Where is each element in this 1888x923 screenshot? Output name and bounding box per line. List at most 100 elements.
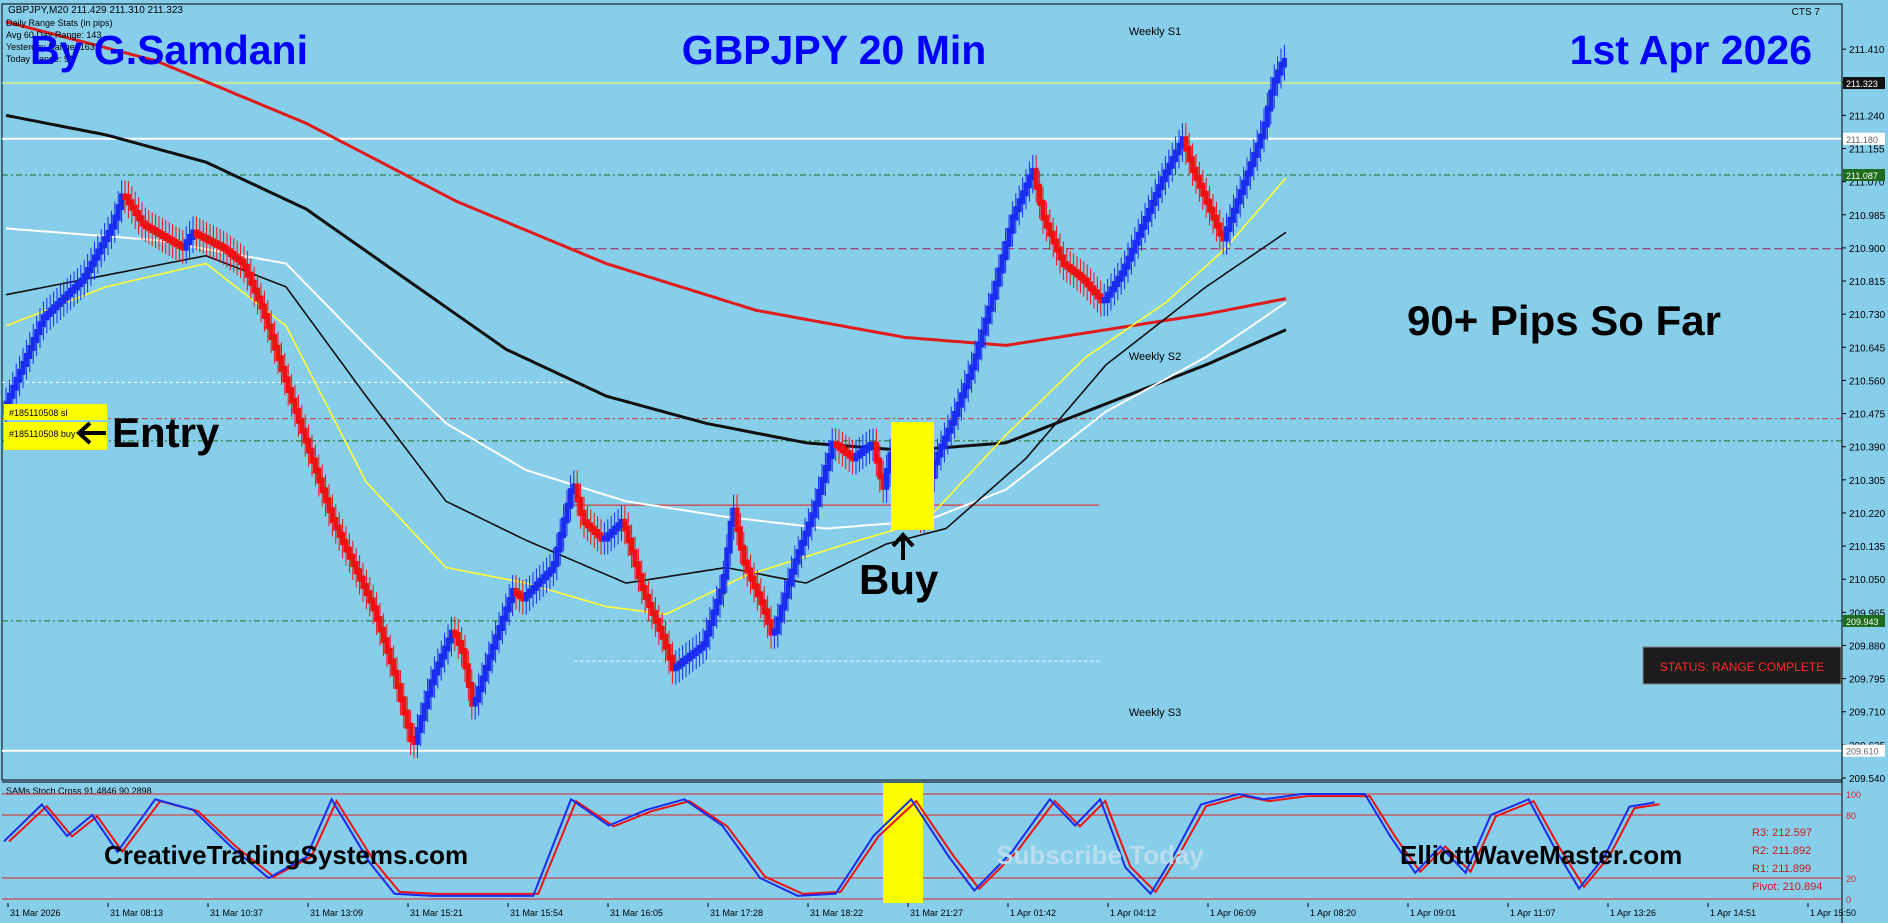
candle-body	[1227, 216, 1233, 233]
candle-body	[272, 334, 278, 351]
candle-body	[1115, 275, 1121, 288]
candle-body	[975, 341, 981, 360]
candle-body	[125, 194, 131, 206]
candle-body	[860, 447, 866, 457]
candle-body	[744, 559, 750, 574]
author-label: By G.Samdani	[30, 27, 308, 73]
candle-body	[275, 344, 281, 362]
candle-body	[489, 643, 495, 661]
site-left-label[interactable]: CreativeTradingSystems.com	[104, 840, 468, 870]
candle-body	[843, 447, 849, 457]
xtick-label: 31 Mar 16:05	[610, 908, 663, 918]
candle-body	[809, 512, 815, 528]
candle-body	[1128, 247, 1134, 262]
candle-body	[561, 517, 567, 538]
candle-body	[197, 231, 203, 240]
candle-body	[122, 193, 128, 201]
watermark-label: Subscribe Today	[996, 840, 1204, 870]
site-right-label[interactable]: ElliottWaveMaster.com	[1400, 840, 1682, 870]
candle-body	[979, 329, 985, 348]
candle-body	[241, 258, 247, 270]
candle-body	[931, 459, 937, 480]
candle-body	[870, 441, 876, 449]
candle-body	[10, 384, 16, 399]
osc-level-label: 80	[1846, 811, 1856, 821]
candle-body	[1162, 169, 1168, 183]
candle-body	[1122, 263, 1128, 277]
candle-body	[323, 487, 329, 504]
candle-body	[363, 582, 369, 597]
candle-body	[1067, 263, 1073, 273]
price-tag-box	[1843, 132, 1885, 145]
candle-body	[224, 245, 230, 255]
candle-body	[510, 587, 516, 604]
candle-body	[374, 605, 380, 622]
candle-body	[686, 652, 692, 662]
candle-body	[455, 632, 461, 646]
candle-body	[941, 435, 947, 450]
price-tag-box	[1843, 614, 1885, 627]
candle-body	[506, 597, 512, 613]
xtick-label: 31 Mar 2026	[10, 908, 61, 918]
candle-body	[1142, 215, 1148, 230]
candle-body	[397, 683, 403, 703]
candle-body	[421, 703, 427, 722]
candle-body	[962, 383, 968, 399]
xtick-label: 31 Mar 15:54	[510, 908, 563, 918]
candle-body	[289, 387, 295, 404]
candle-body	[1081, 274, 1087, 284]
candle-body	[85, 267, 91, 280]
candle-body	[571, 483, 577, 495]
chart-title: GBPJPY 20 Min	[682, 27, 987, 73]
candle-body	[142, 220, 148, 230]
ytick-label: 210.560	[1849, 376, 1886, 387]
candle-body	[1020, 190, 1026, 205]
ytick-label: 210.985	[1849, 211, 1886, 222]
candle-body	[1169, 156, 1175, 169]
candle-body	[999, 254, 1005, 274]
candle-body	[210, 238, 216, 247]
pivot-label: R2: 211.892	[1752, 845, 1811, 857]
candle-body	[625, 525, 631, 544]
candle-body	[353, 561, 359, 575]
candle-body	[367, 590, 373, 604]
candle-body	[411, 736, 417, 745]
price-tag-box	[1843, 169, 1885, 182]
candle-body	[384, 637, 390, 654]
candle-body	[200, 233, 206, 241]
candle-body	[380, 626, 386, 644]
candle-body	[1084, 277, 1090, 288]
candle-body	[1176, 142, 1182, 156]
candle-body	[1003, 241, 1009, 261]
candle-body	[1196, 174, 1202, 189]
candle-body	[669, 654, 675, 672]
candle-body	[581, 509, 587, 526]
candle-body	[166, 235, 172, 244]
buy-label: Buy	[859, 556, 939, 603]
weekly-s3-label: Weekly S3	[1129, 707, 1181, 719]
candle-body	[387, 647, 393, 665]
candle-body	[707, 620, 713, 637]
candle-body	[765, 608, 771, 626]
candle-body	[873, 441, 879, 464]
pivot-label: Pivot: 210.894	[1752, 881, 1822, 893]
candle-body	[714, 598, 720, 616]
candle-body	[482, 664, 488, 682]
candle-body	[170, 237, 176, 246]
candle-body	[578, 496, 584, 516]
candle-body	[557, 531, 563, 553]
candle-body	[465, 663, 471, 688]
xtick-label: 1 Apr 13:26	[1610, 908, 1656, 918]
ytick-label: 211.240	[1849, 111, 1885, 122]
candle-body	[340, 531, 346, 546]
candle-body	[486, 654, 492, 671]
candle-body	[74, 281, 80, 291]
candle-body	[547, 567, 553, 577]
candle-body	[68, 287, 74, 298]
candle-body	[1278, 61, 1284, 76]
candle-body	[1193, 166, 1199, 181]
ytick-label: 211.410	[1849, 45, 1885, 56]
candle-body	[1220, 230, 1226, 242]
candle-body	[309, 447, 315, 464]
